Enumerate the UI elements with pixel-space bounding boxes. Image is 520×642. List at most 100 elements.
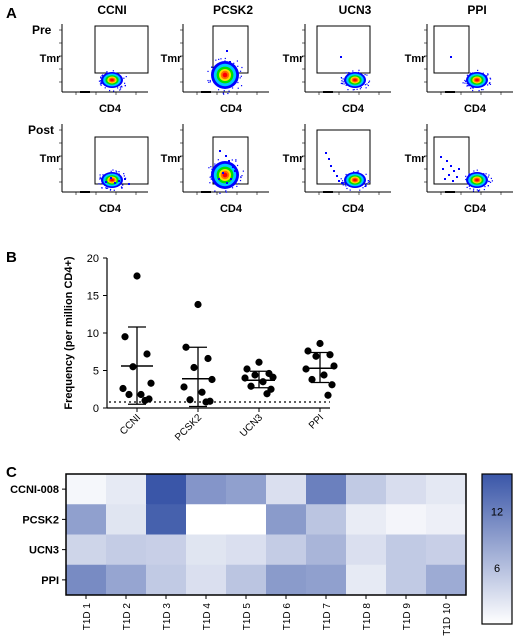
heatmap-cell (146, 474, 187, 505)
event-dot (346, 187, 348, 190)
series-ccni (119, 272, 155, 405)
event-dot (345, 173, 347, 176)
event-dot (237, 81, 239, 84)
heatmap-cell (66, 474, 107, 505)
event-dot (119, 89, 121, 91)
event-dot (345, 185, 347, 187)
panel-b-scatter: B Frequency (per million CD4+) 0 5 10 15 20 C… (6, 249, 338, 443)
x-axis-label: CD4 (220, 103, 243, 115)
heatmap-cell (226, 564, 267, 596)
event-dot (239, 70, 242, 72)
event-dot (356, 88, 358, 90)
column-label: T1D 6 (282, 603, 293, 631)
event-dot (340, 82, 342, 84)
event-dot (488, 82, 490, 85)
column-label: T1D 7 (322, 603, 333, 631)
event-dot (99, 178, 101, 180)
event-dot (211, 168, 213, 170)
gated-event-dot (226, 182, 228, 184)
x-zero-marker (323, 91, 333, 93)
event-dot (123, 175, 125, 177)
event-dot (115, 170, 117, 172)
event-dot (120, 186, 123, 188)
event-dot (233, 62, 235, 64)
event-dot (113, 90, 115, 92)
event-dot (236, 60, 239, 62)
data-point (304, 347, 312, 355)
event-dot (483, 188, 485, 191)
x-axis-label: CD4 (342, 103, 365, 115)
heatmap-cell (226, 504, 267, 535)
x-zero-marker (445, 91, 455, 93)
heatmap-cell (146, 534, 187, 566)
row-label: PCSK2 (22, 514, 59, 526)
gated-event-dot (229, 61, 231, 63)
event-dot (352, 70, 354, 72)
event-dot (214, 163, 216, 165)
event-dot (341, 83, 343, 85)
data-point (328, 381, 336, 389)
gate-box (433, 25, 470, 74)
event-dot (469, 188, 471, 190)
event-dot (348, 72, 350, 74)
row-label: UCN3 (29, 545, 59, 557)
column-label-ccni: CCNI (97, 3, 126, 17)
event-dot (488, 174, 490, 176)
event-dot (470, 173, 472, 175)
x-axis-label: CD4 (464, 103, 487, 115)
event-dot (356, 171, 358, 174)
data-point (143, 350, 151, 358)
heatmap-cell (106, 474, 147, 505)
data-point (320, 371, 328, 379)
heatmap-cell (306, 474, 347, 505)
event-dot (217, 159, 219, 161)
event-dot (239, 179, 242, 182)
event-dot (211, 66, 213, 68)
heatmap-cell (66, 534, 107, 566)
column-label: T1D 8 (362, 603, 373, 631)
event-dot (464, 82, 466, 84)
event-dot (357, 71, 360, 74)
event-dot (238, 183, 240, 185)
y-axis-label: Tmr (405, 153, 427, 165)
x-axis-label: CD4 (220, 203, 243, 215)
event-dot (353, 88, 355, 91)
event-dot (214, 165, 216, 167)
event-dot (469, 72, 471, 74)
event-dot (222, 92, 224, 94)
gated-event-dot (110, 177, 112, 179)
gate-box (433, 136, 470, 185)
data-point (247, 382, 255, 390)
data-point (137, 390, 145, 399)
gated-event-dot (228, 160, 230, 162)
event-dot (487, 84, 489, 86)
event-dot (481, 89, 483, 91)
heatmap-cell (386, 534, 427, 566)
y-axis-label: Tmr (40, 53, 62, 65)
y-tick-label: 0 (93, 403, 99, 415)
event-dot (225, 190, 227, 192)
heatmap-cell (266, 534, 307, 566)
event-dot (100, 77, 102, 79)
heatmap-cell (146, 564, 187, 596)
heatmap-cell (306, 504, 347, 535)
event-dot (485, 173, 487, 175)
x-tick-label: UCN3 (238, 412, 265, 439)
series-ucn3 (241, 358, 277, 398)
event-dot (490, 177, 492, 180)
event-dot (359, 88, 361, 90)
event-dot (208, 81, 210, 83)
event-dot (105, 187, 108, 189)
column-label: T1D 10 (442, 603, 453, 636)
event-dot (368, 81, 370, 83)
event-dot (225, 191, 227, 193)
column-label: T1D 5 (242, 603, 253, 631)
data-point (259, 378, 267, 386)
gated-event-dot (222, 172, 224, 174)
event-dot (476, 189, 478, 191)
event-dot (116, 171, 118, 173)
density-contour (110, 78, 114, 82)
data-point (186, 396, 194, 404)
event-dot (486, 75, 488, 77)
y-axis-label: Tmr (405, 53, 427, 65)
